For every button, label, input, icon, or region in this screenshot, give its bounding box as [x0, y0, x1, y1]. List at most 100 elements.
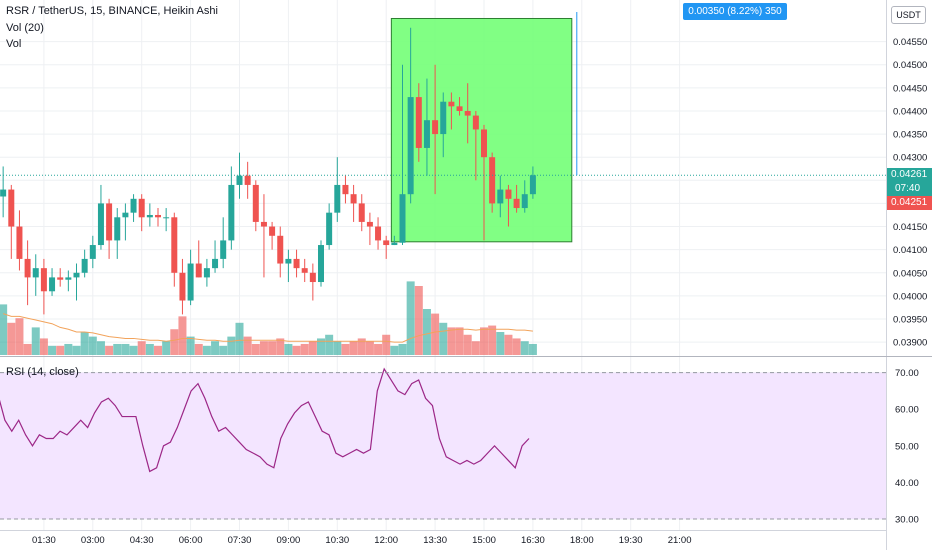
measure-label: 0.00350 (8.22%) 350 [683, 3, 787, 20]
candle-body [342, 184, 349, 195]
volume-bar [202, 345, 211, 355]
candle-body [81, 258, 88, 273]
price-tick-label: 0.04400 [893, 106, 927, 117]
time-tick-label: 01:30 [32, 535, 56, 546]
rsi-indicator-label[interactable]: RSI (14, close) [6, 366, 79, 378]
volume-bar [178, 316, 187, 355]
volume-bar [439, 322, 448, 355]
volume-bar [72, 345, 81, 355]
candle-body [195, 263, 202, 278]
volume-bar [56, 345, 65, 355]
rsi-line [0, 367, 530, 473]
volume-bar [349, 341, 358, 355]
candle-body [432, 120, 439, 135]
volume-bar [406, 281, 415, 355]
volume-bar [284, 343, 293, 355]
currency-button[interactable]: USDT [891, 6, 926, 24]
volume-bar [251, 343, 260, 355]
candle-body [57, 277, 64, 280]
candle-body [350, 194, 357, 204]
time-tick-label: 03:00 [81, 535, 105, 546]
candle-body [163, 217, 170, 219]
time-tick-label: 19:30 [619, 535, 643, 546]
volume-bar [276, 338, 285, 355]
candle-body [65, 277, 72, 280]
time-tick-label: 07:30 [228, 535, 252, 546]
candle-body [179, 272, 186, 301]
candle-body [49, 277, 56, 292]
volume-bar [471, 341, 480, 355]
volume-bar [64, 343, 73, 355]
candle-body [285, 258, 292, 264]
candle-body [122, 212, 129, 218]
rsi-tick-label: 30.00 [895, 515, 919, 526]
candle-body [448, 101, 455, 107]
candle-body [440, 101, 447, 135]
candle-body [260, 221, 267, 227]
volume-bar [292, 345, 301, 355]
volume-bar [325, 334, 334, 355]
volume-bar [259, 341, 268, 355]
volume-bar [382, 334, 391, 355]
volume-bar [15, 318, 24, 355]
chart-title: RSR / TetherUS, 15, BINANCE, Heikin Ashi [6, 5, 218, 17]
candle-body [236, 175, 243, 185]
candle-body [366, 221, 373, 227]
volume-bar [480, 327, 488, 355]
volume-bar [145, 343, 154, 355]
volume-indicator-label[interactable]: Vol (20) [6, 22, 44, 34]
rsi-tick-label: 50.00 [895, 441, 919, 452]
price-tick-label: 0.04500 [893, 60, 927, 71]
candle-body [513, 198, 520, 209]
secondary-price-tag: 0.04251 [887, 196, 932, 210]
volume-bar [243, 336, 252, 355]
candle-body [529, 175, 536, 195]
volume-bar [48, 345, 57, 355]
candle-body [114, 217, 121, 241]
price-tick-label: 0.04050 [893, 268, 927, 279]
candle-body [521, 194, 528, 209]
time-axis-labels: 01:30 03:00 04:30 06:00 07:30 09:00 10:30 12:00… [32, 535, 691, 546]
candle-body [375, 226, 382, 241]
volume-bar [88, 336, 97, 355]
candle-body [309, 272, 316, 283]
candle-body [318, 245, 324, 283]
volume-bar [186, 336, 195, 355]
volume-bar [23, 343, 32, 355]
volume-bar [0, 304, 8, 355]
candle-body [203, 268, 210, 278]
volume-bar [235, 322, 244, 355]
price-tick-label: 0.04000 [893, 291, 927, 302]
volume-bar [105, 345, 114, 355]
candle-body [269, 226, 276, 236]
volume-bar [194, 343, 203, 355]
price-tick-label: 0.04450 [893, 83, 927, 94]
rsi-tick-label: 60.00 [895, 405, 919, 416]
volume-label[interactable]: Vol [6, 38, 22, 50]
volume-bar [333, 341, 342, 355]
volume-bar [447, 327, 456, 355]
candle-body [334, 184, 341, 213]
volume-bar [398, 343, 407, 355]
candle-body [423, 120, 430, 148]
time-tick-label: 09:00 [277, 535, 301, 546]
candle-body [155, 214, 161, 218]
price-tick-label: 0.03900 [893, 338, 927, 349]
volume-bar [227, 336, 236, 355]
bar-countdown: 07:40 [887, 182, 932, 196]
candle-body [407, 97, 414, 195]
candle-body [89, 245, 96, 259]
volume-bar [113, 343, 122, 355]
time-tick-label: 21:00 [668, 535, 692, 546]
rsi-axis-labels: 70.00 60.00 50.00 40.00 30.00 [895, 368, 919, 525]
candle-body [24, 258, 31, 278]
candle-body [301, 268, 308, 273]
volume-bar [374, 343, 383, 355]
volume-bar [170, 329, 179, 355]
candle-body [8, 189, 15, 227]
candle-body [138, 198, 145, 218]
volume-bar [455, 327, 464, 355]
volume-bar [431, 313, 440, 355]
candle-body [505, 189, 512, 199]
